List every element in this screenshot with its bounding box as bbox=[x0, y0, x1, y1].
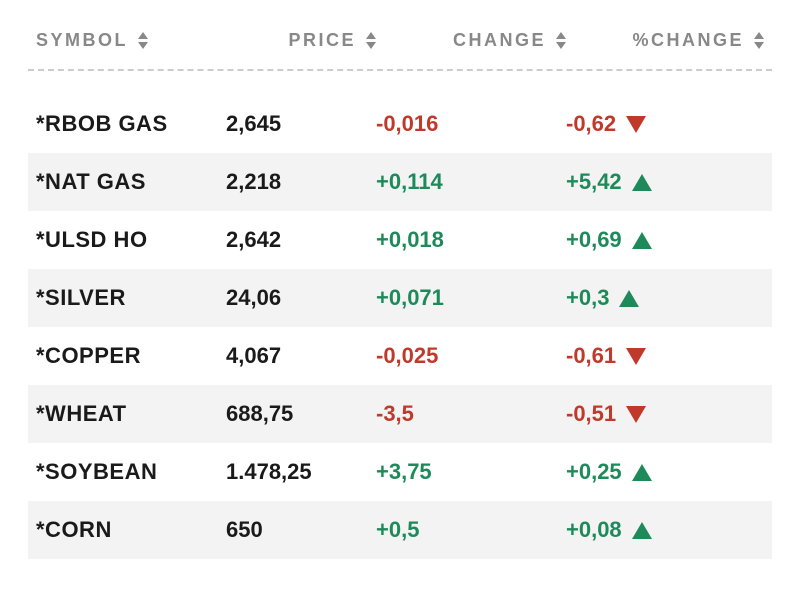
column-header-symbol[interactable]: SYMBOL bbox=[36, 30, 226, 51]
trend-up-icon bbox=[632, 522, 652, 539]
column-header-label: CHANGE bbox=[453, 30, 546, 51]
table-row: *RBOB GAS2,645-0,016-0,62 bbox=[28, 95, 772, 153]
change-cell: +0,018 bbox=[376, 227, 566, 253]
pct-change-cell: -0,61 bbox=[566, 343, 764, 369]
price-cell: 2,218 bbox=[226, 169, 376, 195]
price-cell: 2,645 bbox=[226, 111, 376, 137]
pct-change-value: +0,69 bbox=[566, 227, 622, 253]
symbol-cell: *WHEAT bbox=[36, 401, 226, 427]
trend-up-icon bbox=[632, 232, 652, 249]
symbol-cell: *CORN bbox=[36, 517, 226, 543]
table-row: *SILVER24,06+0,071+0,3 bbox=[28, 269, 772, 327]
pct-change-cell: -0,51 bbox=[566, 401, 764, 427]
pct-change-value: -0,62 bbox=[566, 111, 616, 137]
trend-up-icon bbox=[619, 290, 639, 307]
column-header-label: PRICE bbox=[288, 30, 356, 51]
symbol-cell: *RBOB GAS bbox=[36, 111, 226, 137]
pct-change-cell: +0,08 bbox=[566, 517, 764, 543]
table-row: *NAT GAS2,218+0,114+5,42 bbox=[28, 153, 772, 211]
pct-change-cell: +0,3 bbox=[566, 285, 764, 311]
price-cell: 688,75 bbox=[226, 401, 376, 427]
price-cell: 1.478,25 bbox=[226, 459, 376, 485]
pct-change-cell: +5,42 bbox=[566, 169, 764, 195]
table-row: *SOYBEAN1.478,25+3,75+0,25 bbox=[28, 443, 772, 501]
table-row: *WHEAT688,75-3,5-0,51 bbox=[28, 385, 772, 443]
pct-change-value: -0,61 bbox=[566, 343, 616, 369]
pct-change-value: +0,08 bbox=[566, 517, 622, 543]
pct-change-cell: +0,25 bbox=[566, 459, 764, 485]
column-header-price[interactable]: PRICE bbox=[226, 30, 376, 51]
table-body: *RBOB GAS2,645-0,016-0,62*NAT GAS2,218+0… bbox=[28, 95, 772, 559]
change-cell: +0,5 bbox=[376, 517, 566, 543]
price-cell: 650 bbox=[226, 517, 376, 543]
symbol-cell: *NAT GAS bbox=[36, 169, 226, 195]
sort-icon[interactable] bbox=[556, 32, 566, 49]
table-row: *CORN650+0,5+0,08 bbox=[28, 501, 772, 559]
sort-icon[interactable] bbox=[138, 32, 148, 49]
symbol-cell: *SOYBEAN bbox=[36, 459, 226, 485]
symbol-cell: *ULSD HO bbox=[36, 227, 226, 253]
sort-icon[interactable] bbox=[754, 32, 764, 49]
trend-up-icon bbox=[632, 464, 652, 481]
change-cell: -3,5 bbox=[376, 401, 566, 427]
sort-icon[interactable] bbox=[366, 32, 376, 49]
symbol-cell: *SILVER bbox=[36, 285, 226, 311]
pct-change-cell: -0,62 bbox=[566, 111, 764, 137]
pct-change-value: +0,3 bbox=[566, 285, 609, 311]
price-cell: 24,06 bbox=[226, 285, 376, 311]
table-row: *COPPER4,067-0,025-0,61 bbox=[28, 327, 772, 385]
table-header-row: SYMBOL PRICE CHANGE %CHANGE bbox=[28, 30, 772, 71]
table-row: *ULSD HO2,642+0,018+0,69 bbox=[28, 211, 772, 269]
trend-down-icon bbox=[626, 116, 646, 133]
price-cell: 2,642 bbox=[226, 227, 376, 253]
column-header-label: %CHANGE bbox=[632, 30, 744, 51]
change-cell: +0,114 bbox=[376, 169, 566, 195]
change-cell: +3,75 bbox=[376, 459, 566, 485]
pct-change-value: +5,42 bbox=[566, 169, 622, 195]
column-header-change[interactable]: CHANGE bbox=[376, 30, 566, 51]
commodities-table: SYMBOL PRICE CHANGE %CHANGE bbox=[28, 30, 772, 559]
change-cell: +0,071 bbox=[376, 285, 566, 311]
symbol-cell: *COPPER bbox=[36, 343, 226, 369]
change-cell: -0,016 bbox=[376, 111, 566, 137]
pct-change-value: -0,51 bbox=[566, 401, 616, 427]
price-cell: 4,067 bbox=[226, 343, 376, 369]
pct-change-cell: +0,69 bbox=[566, 227, 764, 253]
column-header-pct-change[interactable]: %CHANGE bbox=[566, 30, 764, 51]
trend-up-icon bbox=[632, 174, 652, 191]
trend-down-icon bbox=[626, 348, 646, 365]
column-header-label: SYMBOL bbox=[36, 30, 128, 51]
change-cell: -0,025 bbox=[376, 343, 566, 369]
pct-change-value: +0,25 bbox=[566, 459, 622, 485]
trend-down-icon bbox=[626, 406, 646, 423]
